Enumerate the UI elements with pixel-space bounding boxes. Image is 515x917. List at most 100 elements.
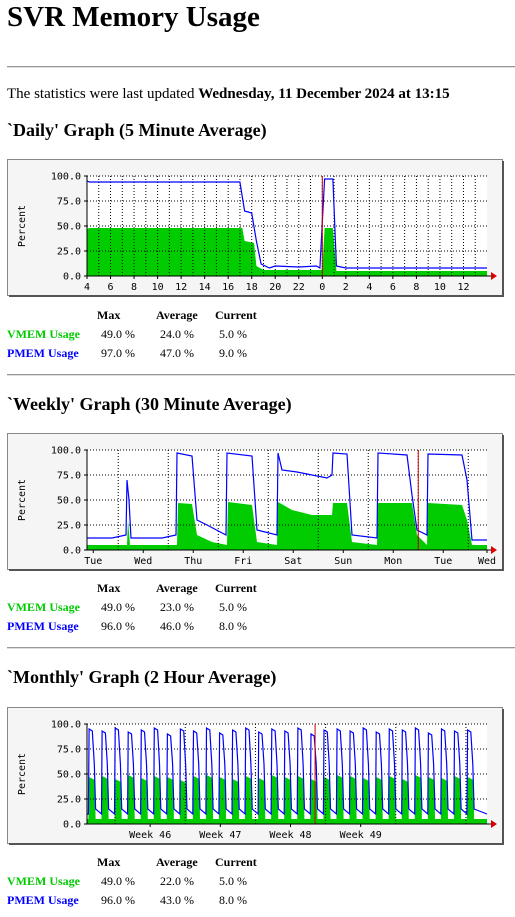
x-tick-label: Thu [184, 556, 202, 567]
x-tick-label: Fri [234, 556, 252, 567]
page-title: SVR Memory Usage [7, 1, 260, 33]
x-tick-label: 18 [246, 282, 258, 293]
vmem-label: VMEM Usage [7, 874, 80, 888]
average-header: Average [156, 581, 198, 595]
x-tick-label: Mon [384, 556, 402, 567]
x-tick-label: 8 [413, 282, 419, 293]
pmem-usage-line [87, 726, 488, 816]
vmem-row: VMEM Usage 49.0 % 24.0 % 5.0 % [7, 325, 274, 344]
pmem-label: PMEM Usage [7, 619, 79, 633]
daily-stats-table: Max Average Current VMEM Usage 49.0 % 24… [7, 306, 274, 363]
pmem-row: PMEM Usage 96.0 % 43.0 % 8.0 % [7, 891, 274, 910]
pmem-average: 43.0 % [160, 893, 194, 907]
x-tick-label: 20 [269, 282, 281, 293]
weekly-graph-heading: `Weekly' Graph (30 Minute Average) [7, 394, 292, 414]
x-tick-label: 16 [222, 282, 234, 293]
vmem-row: VMEM Usage 49.0 % 22.0 % 5.0 % [7, 872, 274, 891]
weekly-stats-table: Max Average Current VMEM Usage 49.0 % 23… [7, 579, 274, 636]
x-tick-label: Wed [478, 556, 496, 567]
monthly-graph-heading: `Monthly' Graph (2 Hour Average) [7, 667, 277, 687]
y-tick-label: 100.0 [51, 720, 81, 731]
y-tick-label: 0.0 [63, 272, 81, 283]
y-tick-label: 50.0 [57, 770, 81, 781]
y-tick-label: 100.0 [51, 172, 81, 183]
x-tick-label: Wed [134, 556, 152, 567]
y-tick-label: 0.0 [63, 820, 81, 831]
last-updated-prefix: The statistics were last updated [7, 86, 199, 102]
max-header: Max [97, 855, 121, 869]
vmem-max: 49.0 % [101, 600, 135, 614]
pmem-max: 96.0 % [101, 619, 135, 633]
y-tick-label: 25.0 [57, 521, 81, 532]
vmem-usage-area [87, 228, 487, 276]
section-divider [7, 647, 515, 649]
x-tick-label: 22 [293, 282, 305, 293]
vmem-max: 49.0 % [101, 327, 135, 341]
monthly-graph: 100.0 75.0 50.0 25.0 0.0 Week 46 Week 47 Week 4… [7, 707, 504, 845]
x-axis-arrow-icon [491, 820, 497, 828]
section-divider [7, 374, 515, 376]
pmem-usage-line [86, 178, 487, 270]
max-header: Max [97, 581, 121, 595]
pmem-average: 46.0 % [160, 619, 194, 633]
vmem-average: 23.0 % [160, 600, 194, 614]
last-updated-value: Wednesday, 11 December 2024 at 13:15 [198, 86, 450, 102]
y-tick-label: 25.0 [57, 247, 81, 258]
vmem-current: 5.0 % [219, 327, 247, 341]
stats-header-row: Max Average Current [7, 306, 274, 325]
stats-header-row: Max Average Current [7, 579, 274, 598]
x-tick-label: 14 [199, 282, 211, 293]
y-tick-label: 25.0 [57, 795, 81, 806]
pmem-label: PMEM Usage [7, 893, 79, 907]
x-tick-label: 8 [131, 282, 137, 293]
x-tick-label: 0 [319, 282, 325, 293]
y-axis-label: Percent [17, 753, 28, 795]
vmem-average: 22.0 % [160, 874, 194, 888]
x-tick-label: 10 [152, 282, 164, 293]
y-tick-label: 75.0 [57, 471, 81, 482]
average-header: Average [156, 308, 198, 322]
pmem-max: 97.0 % [101, 346, 135, 360]
x-tick-label: Sat [284, 556, 302, 567]
y-tick-label: 50.0 [57, 496, 81, 507]
y-tick-label: 100.0 [51, 446, 81, 457]
pmem-current: 8.0 % [219, 619, 247, 633]
x-tick-label: 12 [457, 282, 469, 293]
x-tick-label: Week 47 [199, 830, 241, 841]
pmem-current: 9.0 % [219, 346, 247, 360]
vmem-usage-area [87, 775, 487, 824]
average-header: Average [156, 855, 198, 869]
vmem-usage-area [87, 502, 487, 550]
y-tick-label: 75.0 [57, 745, 81, 756]
x-tick-label: 4 [84, 282, 90, 293]
stats-header-row: Max Average Current [7, 853, 274, 872]
pmem-label: PMEM Usage [7, 346, 79, 360]
x-tick-label: 6 [108, 282, 114, 293]
x-axis-arrow-icon [491, 546, 497, 554]
pmem-current: 8.0 % [219, 893, 247, 907]
last-updated-text: The statistics were last updated Wednesd… [7, 86, 450, 103]
x-tick-label: Sun [334, 556, 352, 567]
vmem-label: VMEM Usage [7, 600, 80, 614]
vmem-current: 5.0 % [219, 600, 247, 614]
vmem-current: 5.0 % [219, 874, 247, 888]
max-header: Max [97, 308, 121, 322]
y-axis-label: Percent [17, 205, 28, 247]
pmem-max: 96.0 % [101, 893, 135, 907]
vmem-label: VMEM Usage [7, 327, 80, 341]
x-tick-label: Week 49 [340, 830, 382, 841]
x-tick-label: Tue [84, 556, 102, 567]
daily-graph-heading: `Daily' Graph (5 Minute Average) [7, 120, 267, 140]
pmem-average: 47.0 % [160, 346, 194, 360]
y-tick-label: 75.0 [57, 197, 81, 208]
x-tick-label: 4 [366, 282, 372, 293]
vmem-average: 24.0 % [160, 327, 194, 341]
x-tick-label: 12 [175, 282, 187, 293]
x-tick-label: Week 46 [129, 830, 171, 841]
current-header: Current [215, 581, 257, 595]
current-header: Current [215, 855, 257, 869]
daily-graph: 100.075.050.025.00.04 6 8 10 12 14 16 18 20 22 0 2 4… [7, 159, 504, 297]
x-tick-label: Tue [434, 556, 452, 567]
x-tick-label: 10 [434, 282, 446, 293]
